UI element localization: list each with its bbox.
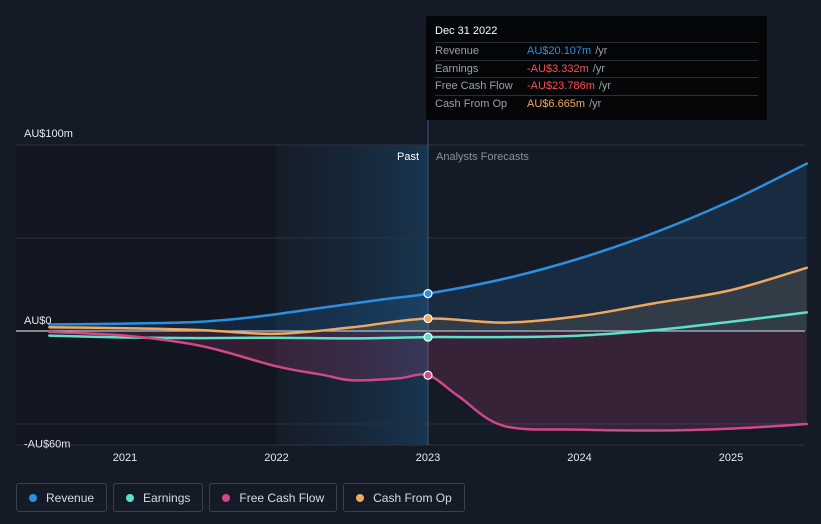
x-tick-label: 2023 xyxy=(416,452,440,464)
tooltip-row-earnings: Earnings -AU$3.332m/yr xyxy=(435,59,758,78)
past-highlight-bg xyxy=(276,145,428,445)
forecast-label: Analysts Forecasts xyxy=(436,151,529,163)
revenue-line xyxy=(48,162,809,326)
y-tick-label: AU$0 xyxy=(24,315,52,327)
x-tick-label: 2025 xyxy=(719,452,743,464)
tooltip-row-label: Earnings xyxy=(435,62,479,75)
revenue-marker xyxy=(423,289,433,299)
x-tick-label: 2022 xyxy=(264,452,288,464)
earnings-marker xyxy=(423,332,433,342)
tooltip-row-label: Revenue xyxy=(435,45,480,58)
legend-dot-icon xyxy=(126,493,135,502)
tooltip-row-value: -AU$23.786m xyxy=(527,80,595,93)
legend-label: Cash From Op xyxy=(373,490,452,505)
free-cash-flow-line xyxy=(48,330,809,432)
cash-from-op-marker xyxy=(423,313,433,324)
x-tick-label: 2021 xyxy=(113,452,137,464)
tooltip-row-cash-from-op: Cash From Op AU$6.665m/yr xyxy=(435,94,758,113)
free-cash-flow-marker xyxy=(423,370,433,380)
legend-label: Earnings xyxy=(143,490,191,505)
tooltip-row-label: Free Cash Flow xyxy=(435,80,513,93)
tooltip-row-unit: /yr xyxy=(592,62,605,75)
tooltip-row-unit: /yr xyxy=(598,80,612,93)
tooltip-row-label: Cash From Op xyxy=(435,97,508,110)
y-tick-label: AU$100m xyxy=(24,128,73,140)
legend-dot-icon xyxy=(222,493,231,502)
past-label: Past xyxy=(397,151,419,163)
legend-label: Free Cash Flow xyxy=(239,490,325,505)
tooltip-date: Dec 31 2022 xyxy=(435,25,498,37)
legend-label: Revenue xyxy=(46,490,95,505)
tooltip-row-value: AU$6.665m xyxy=(527,97,586,110)
past-region-bg xyxy=(16,145,277,445)
x-tick-label: 2024 xyxy=(567,452,591,464)
y-tick-label: -AU$60m xyxy=(24,439,70,451)
legend-item-earnings[interactable]: Earnings xyxy=(113,483,204,512)
legend-item-free-cash-flow[interactable]: Free Cash Flow xyxy=(209,483,338,512)
tooltip-row-value: -AU$3.332m xyxy=(527,62,589,75)
free-cash-flow-area xyxy=(49,331,807,431)
tooltip-row-unit: /yr xyxy=(589,97,602,110)
tooltip-row-free-cash-flow: Free Cash Flow -AU$23.786m/yr xyxy=(435,77,758,95)
legend: Revenue Earnings Free Cash Flow Cash From O… xyxy=(16,483,465,512)
legend-dot-icon xyxy=(356,493,365,502)
legend-item-revenue[interactable]: Revenue xyxy=(16,483,108,512)
revenue-area xyxy=(49,163,807,331)
tooltip-row-value: AU$20.107m xyxy=(527,45,592,58)
tooltip: Dec 31 2022 Revenue AU$20.107m/yr Earnings… xyxy=(426,16,767,120)
tooltip-row-revenue: Revenue AU$20.107m/yr xyxy=(435,42,758,60)
cash-from-op-area xyxy=(49,267,807,334)
legend-item-cash-from-op[interactable]: Cash From Op xyxy=(343,483,465,512)
legend-dot-icon xyxy=(29,493,37,502)
tooltip-row-unit: /yr xyxy=(595,45,608,58)
